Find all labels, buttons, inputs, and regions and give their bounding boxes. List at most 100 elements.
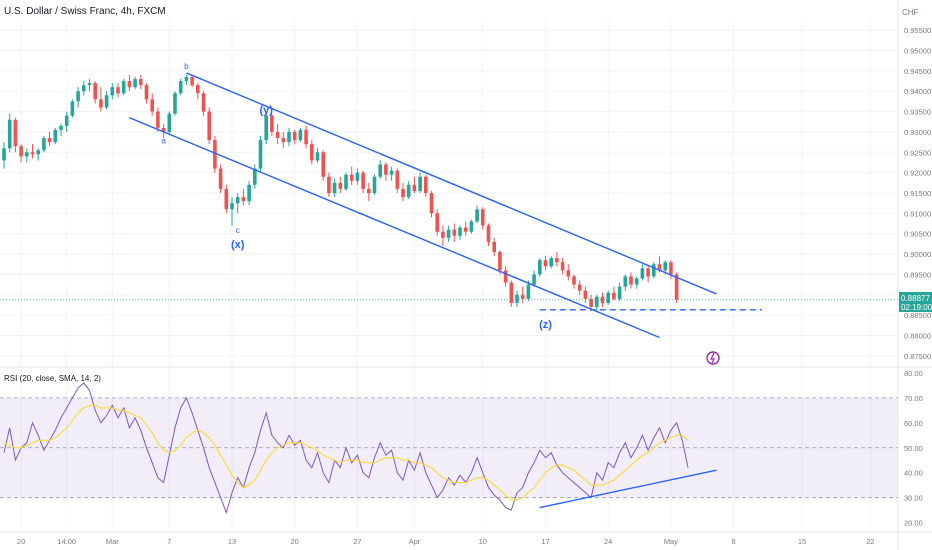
candle-body [310, 144, 314, 161]
price-axis-label: 0.95000 [904, 47, 931, 56]
candle-body [110, 87, 115, 96]
candle-body [418, 176, 422, 191]
wave-label[interactable]: a [161, 136, 166, 145]
candle-body [235, 197, 240, 204]
candle-body [526, 284, 531, 299]
price-axis-label: 0.92000 [904, 169, 931, 178]
candle-body [292, 131, 297, 141]
candle-body [401, 188, 405, 198]
candle-body [549, 258, 553, 267]
candle-body [406, 184, 411, 198]
candle-body [384, 164, 388, 175]
candle-body [503, 270, 508, 283]
candle-body [87, 83, 92, 86]
candle-body [13, 119, 18, 147]
candle-body [2, 148, 6, 161]
price-axis-label: 0.90500 [904, 230, 931, 239]
candle-body [99, 99, 103, 108]
wave-label[interactable]: (x) [231, 239, 245, 251]
candle-body [634, 278, 639, 285]
time-axis-label: 17 [541, 537, 549, 546]
trendline[interactable] [186, 72, 717, 295]
rsi-axis-label: 50.00 [904, 444, 923, 453]
candle-body [104, 95, 109, 108]
wave-label[interactable]: (y) [259, 105, 273, 117]
time-axis-label: 14:00 [57, 537, 76, 546]
candle-body [663, 262, 667, 271]
wave-label[interactable]: c [236, 226, 240, 235]
candle-body [241, 197, 246, 202]
candle-body [435, 213, 439, 232]
candle-body [167, 113, 172, 132]
symbol-title[interactable]: U.S. Dollar / Swiss Franc, 4h, FXCM [4, 6, 166, 17]
candle-body [583, 290, 588, 299]
drawings-layer: b a c (x) (y) (z) [0, 62, 898, 339]
candle-body [327, 176, 331, 193]
candle-body [161, 127, 166, 132]
trendline[interactable] [129, 117, 660, 339]
price-axis-label: 0.93500 [904, 108, 931, 117]
candle-body [674, 274, 679, 300]
candle-body [270, 115, 274, 132]
candle-body [116, 87, 120, 94]
candle-body [378, 164, 382, 177]
candle-body [321, 152, 325, 177]
wave-label[interactable]: (z) [539, 319, 552, 331]
candle-body [93, 83, 97, 100]
candle-body [315, 152, 320, 161]
time-axis-label: 20 [17, 537, 25, 546]
candle-body [332, 182, 337, 193]
candle-body [646, 268, 650, 277]
candle-body [178, 81, 183, 94]
candle-body [424, 176, 428, 193]
candle-body [617, 286, 622, 299]
candle-body [338, 182, 343, 189]
wave-label[interactable]: b [184, 62, 189, 71]
candle-body [555, 258, 559, 263]
candle-body [275, 131, 280, 139]
candle-body [566, 270, 571, 277]
candle-body [201, 93, 206, 112]
candle-body [389, 170, 394, 175]
candle-body [258, 140, 263, 169]
last-price-marker: 0.88877 02:19:00 [899, 292, 932, 312]
candle-body [577, 284, 582, 291]
rsi-axis-label: 60.00 [904, 419, 923, 428]
time-axis-label: 13 [228, 537, 236, 546]
candle-body [281, 138, 286, 143]
candle-body [509, 282, 514, 303]
rsi-line [3, 382, 689, 515]
time-axis-label: 10 [479, 537, 487, 546]
time-axis-label: Apr [409, 537, 421, 546]
candle-body [612, 292, 616, 299]
candle-body [213, 140, 217, 169]
candle-body [190, 76, 194, 86]
candle-body [36, 150, 40, 155]
candle-body [532, 274, 536, 285]
candle-body [543, 260, 548, 267]
candle-body [481, 209, 485, 226]
candle-body [196, 85, 200, 94]
candle-body [287, 131, 291, 143]
price-axis-label: 0.94500 [904, 67, 931, 76]
candle-body [469, 221, 474, 232]
price-axis-label: 0.90000 [904, 250, 931, 259]
candle-body [372, 176, 377, 193]
candle-body [669, 262, 673, 275]
candle-body [253, 168, 257, 185]
candle-body [458, 227, 462, 236]
candle-body [25, 152, 29, 157]
candle-body [589, 298, 593, 307]
rsi-trendline[interactable] [539, 469, 717, 509]
candle-body [652, 264, 656, 277]
candle-body [515, 294, 519, 303]
candle-body [264, 115, 268, 141]
price-axis-label: 0.95500 [904, 26, 931, 35]
candle-body [42, 138, 46, 151]
alert-icon[interactable] [706, 351, 720, 365]
time-axis-label: 22 [866, 537, 874, 546]
candle-body [395, 170, 400, 189]
rsi-title[interactable]: RSI (20, close, SMA, 14, 2) [4, 374, 101, 383]
